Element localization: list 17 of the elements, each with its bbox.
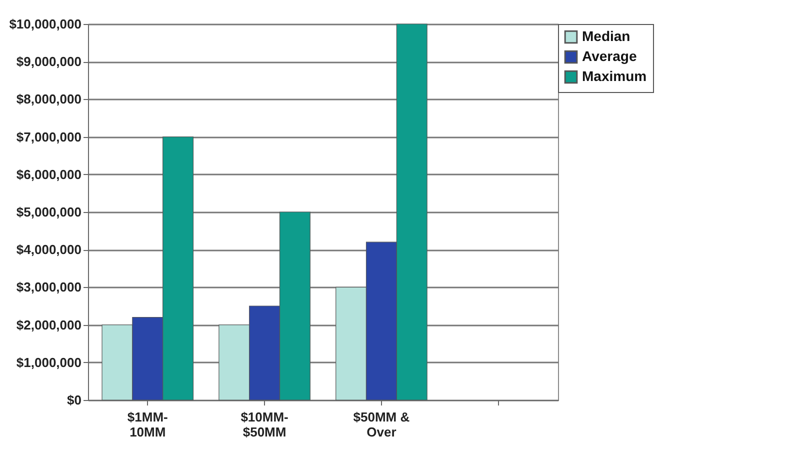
x-tick-label: $50MM & Over — [353, 410, 410, 440]
y-tick-label: $8,000,000 — [16, 92, 82, 107]
y-tick-label: $1,000,000 — [16, 354, 82, 370]
x-tick-label: $10MM-$50MM — [240, 410, 288, 440]
y-tick-label: $2,000,000 — [16, 317, 82, 332]
y-tick-label: $7,000,000 — [16, 129, 82, 144]
x-tick-label: $1MM-10MM — [127, 410, 168, 440]
y-tick-label: $5,000,000 — [16, 204, 82, 220]
y-tick-label: $6,000,000 — [16, 166, 82, 182]
y-tick-label: $3,000,000 — [16, 280, 82, 295]
legend-label: Maximum — [582, 68, 647, 84]
legend-label: Average — [582, 48, 637, 64]
y-tick-label: $9,000,000 — [16, 54, 82, 70]
legend-label: Median — [582, 28, 630, 44]
y-tick-label: $4,000,000 — [16, 242, 82, 258]
y-tick-label: $10,000,000 — [9, 16, 82, 32]
y-tick-label: $0 — [67, 392, 82, 408]
